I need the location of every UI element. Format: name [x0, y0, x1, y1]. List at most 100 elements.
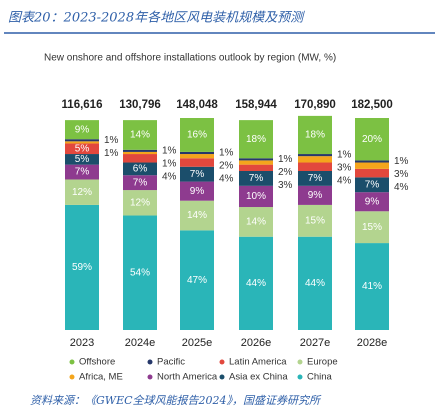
side-value-label: 1%	[278, 154, 293, 165]
x-tick-label: 2025e	[182, 337, 213, 349]
value-label: 44%	[305, 278, 325, 289]
side-value-label: 1%	[162, 146, 177, 157]
bar-segment	[298, 185, 332, 205]
value-label: 14%	[246, 217, 266, 228]
legend-label: Latin America	[229, 357, 287, 368]
bar-segment	[298, 115, 332, 155]
x-tick-label: 2026e	[241, 337, 272, 349]
bar-segment	[123, 120, 157, 150]
value-label: 9%	[308, 190, 323, 201]
bar-segment	[239, 120, 273, 159]
bar-segment	[123, 162, 157, 176]
bar-segment	[298, 162, 332, 171]
side-value-label: 2%	[219, 161, 234, 172]
value-label: 10%	[246, 191, 266, 202]
legend-label: Africa, ME	[79, 372, 123, 383]
side-value-label: 1%	[337, 150, 352, 161]
side-value-label: 1%	[104, 148, 119, 159]
bar-segment	[65, 154, 99, 165]
x-tick-label: 2024e	[125, 337, 156, 349]
bar-segment	[355, 162, 389, 169]
bar-segment	[180, 200, 214, 231]
value-label: 18%	[305, 130, 325, 141]
side-value-label: 1%	[394, 156, 409, 167]
total-label: 158,944	[235, 99, 277, 111]
value-label: 59%	[72, 262, 92, 273]
value-label: 7%	[133, 177, 148, 188]
bar-segment	[239, 207, 273, 237]
value-label: 15%	[305, 215, 325, 226]
bar-segment	[123, 149, 157, 152]
bar-segment	[239, 236, 273, 330]
side-value-label: 1%	[104, 135, 119, 146]
value-label: 54%	[130, 267, 150, 278]
bar-segment	[355, 192, 389, 212]
bar-segment	[298, 156, 332, 163]
bar-segment	[355, 177, 389, 193]
bar-segment	[239, 171, 273, 186]
legend-label: North America	[157, 372, 218, 383]
bar-segment	[298, 171, 332, 186]
value-label: 5%	[75, 143, 90, 154]
side-value-label: 2%	[278, 167, 293, 178]
chart-subtitle: New onshore and offshore installations o…	[44, 53, 336, 64]
bar-segment	[123, 154, 157, 163]
bar-segment	[123, 190, 157, 216]
value-label: 20%	[362, 134, 382, 145]
side-value-label: 3%	[337, 163, 352, 174]
value-label: 7%	[190, 169, 205, 180]
legend-marker	[219, 359, 225, 365]
side-value-label: 3%	[394, 169, 409, 180]
total-label: 116,616	[62, 99, 103, 111]
x-tick-label: 2023	[70, 337, 94, 349]
value-label: 5%	[75, 154, 90, 165]
bar-segment	[239, 158, 273, 161]
bar-segment	[65, 179, 99, 205]
bar-segment	[355, 160, 389, 163]
bar-segment	[239, 185, 273, 208]
bar-segment	[65, 141, 99, 144]
value-label: 7%	[249, 173, 264, 184]
value-label: 12%	[72, 187, 92, 198]
value-label: 18%	[246, 134, 266, 145]
legend-marker	[69, 374, 75, 380]
bar-segment	[355, 168, 389, 178]
side-value-label: 4%	[219, 174, 234, 185]
bar-segment	[65, 139, 99, 142]
value-label: 16%	[187, 130, 207, 141]
side-value-label: 4%	[337, 176, 352, 187]
value-label: 9%	[75, 124, 90, 135]
bar-segment	[180, 181, 214, 201]
bar-segment	[65, 164, 99, 180]
legend-label: China	[307, 372, 333, 383]
bar-segment	[355, 211, 389, 244]
header-title: 图表20：2023-2028年各地区风电装机规模及预测	[8, 10, 305, 26]
legend-label: Offshore	[79, 357, 115, 368]
legend-marker	[219, 374, 225, 380]
legend-marker	[69, 359, 75, 365]
legend-label: Asia ex China	[229, 372, 288, 383]
legend-label: Europe	[307, 357, 338, 368]
bar-segment	[180, 230, 214, 330]
total-label: 170,890	[294, 99, 336, 111]
bar-segment	[180, 166, 214, 182]
bar-segment	[180, 154, 214, 159]
legend-marker	[297, 359, 303, 365]
side-value-label: 3%	[278, 180, 293, 191]
bar-segment	[298, 236, 332, 330]
bar-segment	[298, 204, 332, 237]
value-label: 9%	[190, 186, 205, 197]
x-tick-label: 2028e	[357, 337, 388, 349]
bar-segment	[123, 175, 157, 191]
value-label: 12%	[130, 197, 150, 208]
value-label: 47%	[187, 275, 207, 286]
x-tick-label: 2027e	[300, 337, 331, 349]
side-value-label: 4%	[162, 172, 177, 183]
bar-segment	[239, 164, 273, 171]
bar-segment	[239, 160, 273, 165]
total-label: 130,796	[119, 99, 161, 111]
bar-segment	[180, 151, 214, 155]
value-label: 14%	[130, 130, 150, 141]
bar-segment	[298, 154, 332, 157]
